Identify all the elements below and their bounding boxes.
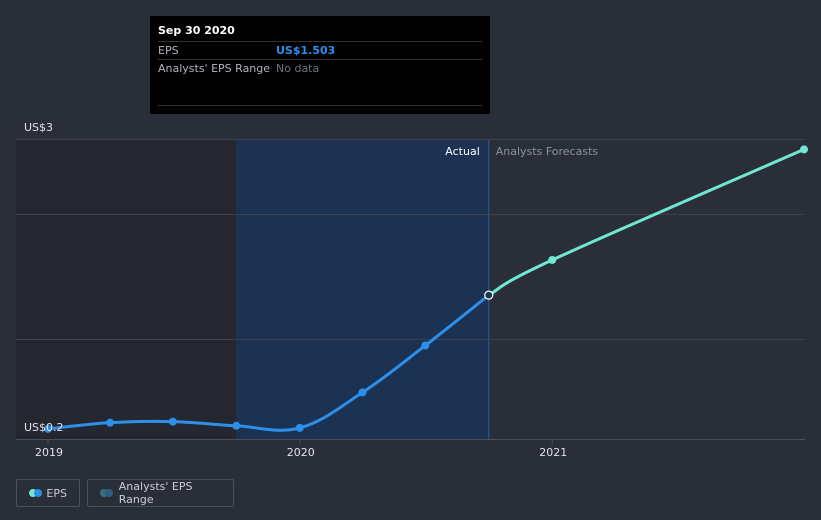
eps-point	[106, 418, 115, 427]
forecast-label: Analysts Forecasts	[496, 145, 599, 158]
legend-range-label: Analysts' EPS Range	[118, 480, 193, 506]
legend-eps-button[interactable]: EPS	[16, 479, 80, 507]
tooltip-range-label: Analysts' EPS Range	[158, 61, 271, 75]
x-tick-label: 2019	[35, 446, 63, 459]
eps-tooltip: Sep 30 2020 EPS US$1.503 Analysts' EPS R…	[150, 16, 490, 114]
tooltip-range-value: No data	[276, 61, 320, 75]
tooltip-eps-row: EPS US$1.503	[158, 41, 482, 58]
eps-legend-icon	[29, 489, 42, 497]
eps-point	[295, 423, 304, 432]
tooltip-eps-value: US$1.503	[276, 43, 336, 57]
tooltip-range-row: Analysts' EPS Range No data	[158, 59, 482, 76]
y-axis-label-top: US$3	[24, 121, 53, 134]
past-shade	[16, 139, 237, 439]
actual-label: Actual	[445, 145, 479, 158]
forecast-line	[487, 147, 806, 297]
eps-point-highlight	[484, 290, 494, 300]
tooltip-divider	[158, 105, 482, 106]
forecast-point	[548, 255, 557, 264]
x-tick-label: 2021	[539, 446, 567, 459]
tooltip-eps-label: EPS	[158, 43, 179, 57]
eps-point	[232, 421, 241, 430]
x-tick-label: 2020	[287, 446, 315, 459]
eps-point	[358, 388, 367, 397]
range-legend-icon	[100, 489, 113, 497]
y-axis-label-bottom: US$0.2	[24, 421, 64, 434]
eps-point	[421, 341, 430, 350]
legend-eps-label: EPS	[46, 486, 67, 500]
forecast-point	[800, 145, 808, 154]
eps-point	[168, 417, 177, 426]
legend-range-button[interactable]: Analysts' EPS Range	[87, 479, 234, 507]
eps-point	[44, 424, 52, 433]
tooltip-date: Sep 30 2020	[158, 24, 235, 37]
